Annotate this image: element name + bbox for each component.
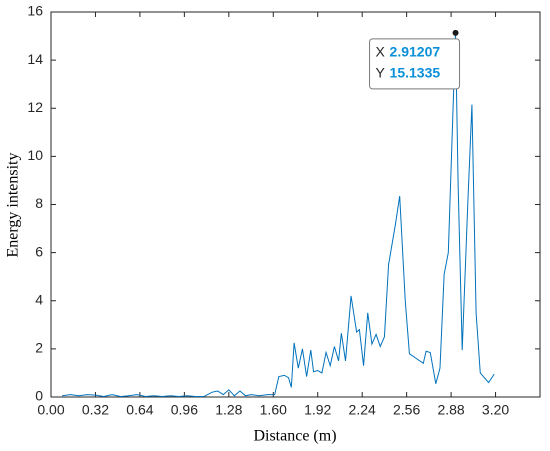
- datatip-box: [369, 38, 461, 90]
- y-tick-label: 12: [27, 99, 43, 115]
- datatip-marker: [452, 29, 459, 36]
- y-tick-label: 8: [35, 195, 43, 211]
- datatip-y-label: Y: [376, 65, 386, 81]
- y-tick-label: 10: [27, 147, 43, 163]
- x-tick-label: 2.56: [393, 402, 420, 418]
- datatip-x-value: 2.91207: [390, 44, 441, 60]
- y-tick-label: 0: [35, 388, 43, 404]
- x-tick-label: 0.64: [126, 402, 153, 418]
- y-tick-label: 2: [35, 340, 43, 356]
- x-tick-label: 1.60: [260, 402, 287, 418]
- x-tick-label: 0.96: [171, 402, 198, 418]
- y-tick-label: 14: [27, 51, 43, 67]
- axes-box: [50, 11, 541, 398]
- y-tick-label: 6: [35, 243, 43, 259]
- x-tick-label: 2.24: [349, 402, 376, 418]
- x-tick-label: 3.20: [482, 402, 509, 418]
- x-tick-label: 1.92: [304, 402, 331, 418]
- datatip-x-label: X: [376, 44, 386, 60]
- datatip-y-value: 15.1335: [390, 65, 441, 81]
- x-tick-label: 0.00: [37, 402, 64, 418]
- x-tick-label: 1.28: [215, 402, 242, 418]
- y-tick-label: 16: [27, 3, 43, 19]
- data-line: [62, 32, 495, 398]
- x-tick-label: 0.32: [82, 402, 109, 418]
- x-tick-label: 2.88: [437, 402, 464, 418]
- y-axis-label: Energy intensity: [5, 152, 22, 257]
- x-axis-label: Distance (m): [253, 428, 336, 445]
- y-tick-label: 4: [35, 291, 43, 307]
